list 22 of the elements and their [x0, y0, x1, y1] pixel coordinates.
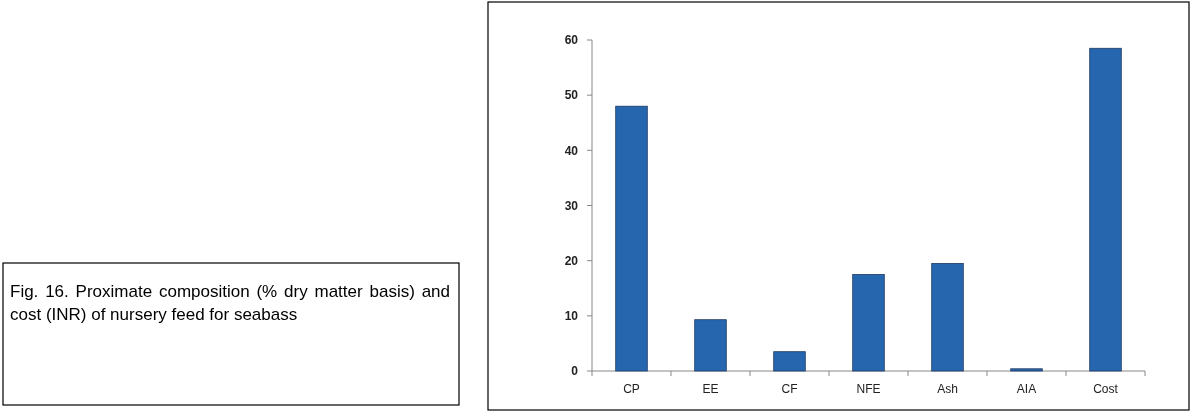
- bar: [1089, 47, 1122, 372]
- y-tick-label: 20: [564, 253, 579, 268]
- y-tick-label: 40: [564, 143, 579, 158]
- caption: Fig. 16. Proximate composition (% dry matter basis) and cost (INR) of nursery feed for seabass: [10, 281, 450, 326]
- x-tick-label: EE: [702, 382, 719, 396]
- bar: [694, 319, 727, 372]
- y-tick-label: 60: [564, 33, 579, 48]
- bar: [773, 351, 806, 372]
- bar: [1010, 368, 1043, 372]
- x-tick-label: Cost: [1093, 382, 1119, 396]
- y-tick-label: 0: [571, 364, 579, 379]
- x-tick-label: CF: [781, 382, 798, 396]
- bar: [615, 105, 648, 372]
- bar: [852, 274, 885, 372]
- y-tick-label: 50: [564, 88, 579, 103]
- x-tick-label: CP: [623, 382, 640, 396]
- x-tick-label: NFE: [856, 382, 881, 396]
- x-tick-label: AIA: [1016, 382, 1037, 396]
- y-tick-label: 10: [564, 309, 579, 324]
- bar: [931, 263, 964, 372]
- y-tick-label: 30: [564, 198, 579, 213]
- x-tick-label: Ash: [937, 382, 958, 396]
